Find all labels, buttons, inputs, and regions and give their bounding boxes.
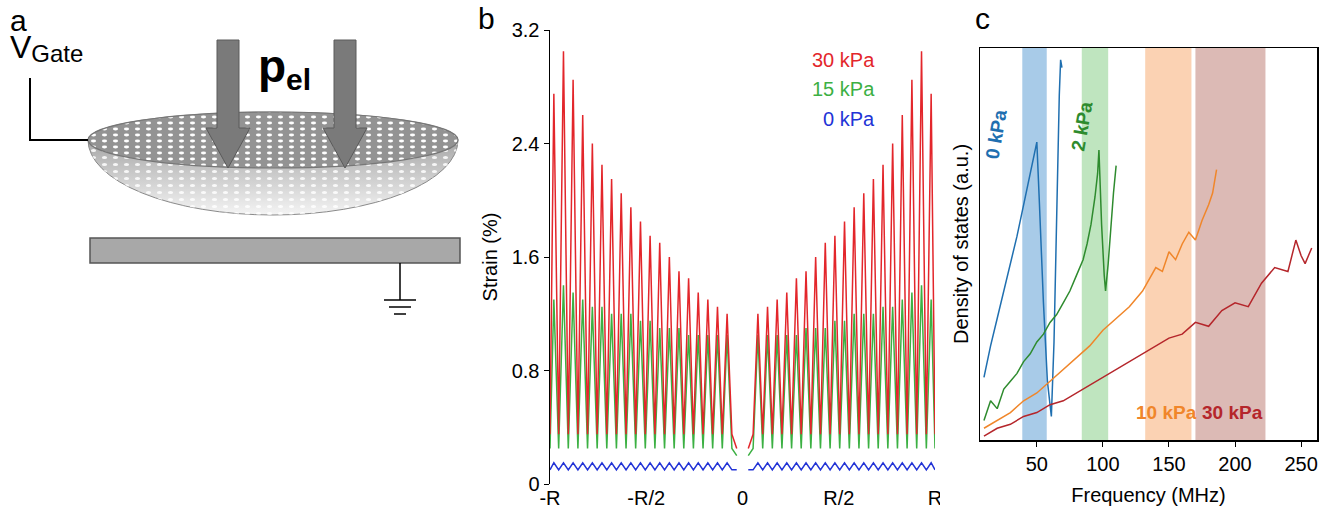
svg-text:50: 50 (1026, 453, 1048, 475)
svg-text:2.4: 2.4 (512, 133, 540, 155)
svg-text:2 kPa: 2 kPa (1067, 100, 1096, 153)
svg-text:250: 250 (1284, 453, 1317, 475)
html-text:a: a (10, 4, 27, 37)
svg-text:R: R (928, 487, 942, 509)
svg-text:-R/2: -R/2 (627, 487, 665, 509)
svg-text:30 kPa: 30 kPa (812, 49, 875, 71)
svg-text:0: 0 (528, 473, 539, 495)
svg-text:pel: pel (258, 40, 311, 96)
svg-text:15 kPa: 15 kPa (812, 78, 875, 100)
svg-text:100: 100 (1086, 453, 1119, 475)
svg-text:1.6: 1.6 (512, 246, 540, 268)
svg-text:0: 0 (737, 487, 748, 509)
svg-text:Frequency (MHz): Frequency (MHz) (1071, 484, 1225, 506)
svg-text:0 kPa: 0 kPa (823, 108, 875, 130)
svg-text:150: 150 (1152, 453, 1185, 475)
svg-text:R/2: R/2 (823, 487, 854, 509)
svg-text:3.2: 3.2 (512, 19, 540, 41)
svg-text:Density of states (a.u.): Density of states (a.u.) (950, 144, 972, 344)
svg-text:10 kPa: 10 kPa (1136, 402, 1197, 423)
svg-text:200: 200 (1218, 453, 1251, 475)
svg-text:0 kPa: 0 kPa (981, 108, 1010, 161)
svg-text:30 kPa: 30 kPa (1202, 402, 1263, 423)
svg-text:Strain (%): Strain (%) (479, 213, 501, 302)
svg-text:VGate: VGate (10, 29, 84, 67)
html-text:c: c (975, 2, 990, 35)
html-text:b: b (478, 2, 495, 35)
svg-text:0.8: 0.8 (512, 360, 540, 382)
svg-text:-R: -R (539, 487, 560, 509)
